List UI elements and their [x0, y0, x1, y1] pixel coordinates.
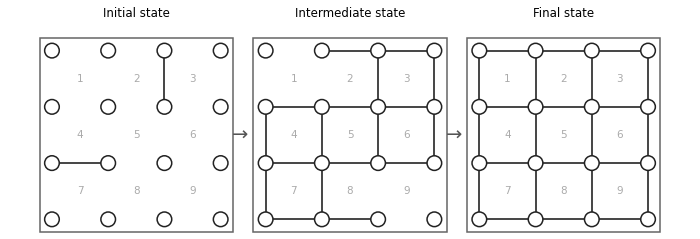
- Circle shape: [584, 212, 599, 227]
- Circle shape: [258, 212, 273, 227]
- Circle shape: [45, 212, 60, 227]
- Text: →: →: [446, 125, 462, 144]
- Text: 9: 9: [189, 186, 196, 196]
- Circle shape: [45, 99, 60, 114]
- Circle shape: [214, 43, 228, 58]
- Text: Intermediate state: Intermediate state: [295, 7, 405, 20]
- Text: 8: 8: [133, 186, 139, 196]
- Circle shape: [584, 43, 599, 58]
- Circle shape: [157, 212, 172, 227]
- Text: 1: 1: [77, 74, 83, 84]
- Circle shape: [584, 99, 599, 114]
- Circle shape: [214, 212, 228, 227]
- Text: 7: 7: [290, 186, 297, 196]
- Text: 8: 8: [561, 186, 567, 196]
- Circle shape: [584, 156, 599, 170]
- Circle shape: [528, 43, 543, 58]
- Text: 4: 4: [504, 130, 511, 140]
- Text: Initial state: Initial state: [103, 7, 169, 20]
- Circle shape: [528, 212, 543, 227]
- Text: 5: 5: [133, 130, 139, 140]
- Circle shape: [258, 156, 273, 170]
- Circle shape: [528, 99, 543, 114]
- Bar: [40, 38, 233, 232]
- Circle shape: [258, 43, 273, 58]
- Text: Final state: Final state: [533, 7, 594, 20]
- Text: 6: 6: [617, 130, 623, 140]
- Text: 2: 2: [346, 74, 354, 84]
- Circle shape: [157, 43, 172, 58]
- Circle shape: [640, 156, 655, 170]
- Bar: [467, 38, 660, 232]
- Circle shape: [427, 99, 442, 114]
- Circle shape: [472, 99, 486, 114]
- Text: 2: 2: [561, 74, 567, 84]
- Text: 7: 7: [504, 186, 511, 196]
- Circle shape: [101, 43, 116, 58]
- Text: 9: 9: [403, 186, 410, 196]
- Circle shape: [427, 156, 442, 170]
- Circle shape: [214, 99, 228, 114]
- Text: 6: 6: [189, 130, 196, 140]
- Text: 7: 7: [77, 186, 83, 196]
- Text: →: →: [232, 125, 248, 144]
- Circle shape: [371, 212, 386, 227]
- Circle shape: [101, 99, 116, 114]
- Circle shape: [472, 43, 486, 58]
- Text: 5: 5: [346, 130, 354, 140]
- Text: 3: 3: [189, 74, 196, 84]
- Text: 4: 4: [290, 130, 297, 140]
- Circle shape: [371, 99, 386, 114]
- Circle shape: [214, 156, 228, 170]
- Circle shape: [45, 43, 60, 58]
- Text: 1: 1: [290, 74, 297, 84]
- Text: 1: 1: [504, 74, 511, 84]
- Text: 6: 6: [403, 130, 410, 140]
- Circle shape: [640, 99, 655, 114]
- Circle shape: [427, 43, 442, 58]
- Text: 2: 2: [133, 74, 139, 84]
- Circle shape: [157, 99, 172, 114]
- Circle shape: [472, 156, 486, 170]
- Circle shape: [371, 43, 386, 58]
- Circle shape: [314, 212, 329, 227]
- Circle shape: [314, 99, 329, 114]
- Text: 3: 3: [617, 74, 623, 84]
- Text: 9: 9: [617, 186, 623, 196]
- Circle shape: [258, 99, 273, 114]
- Circle shape: [101, 212, 116, 227]
- Circle shape: [528, 156, 543, 170]
- Circle shape: [45, 156, 60, 170]
- Text: 5: 5: [561, 130, 567, 140]
- Text: 4: 4: [77, 130, 83, 140]
- Circle shape: [427, 212, 442, 227]
- Circle shape: [101, 156, 116, 170]
- Circle shape: [314, 156, 329, 170]
- Bar: [253, 38, 447, 232]
- Circle shape: [640, 212, 655, 227]
- Text: 8: 8: [346, 186, 354, 196]
- Text: 3: 3: [403, 74, 410, 84]
- Circle shape: [640, 43, 655, 58]
- Circle shape: [371, 156, 386, 170]
- Circle shape: [472, 212, 486, 227]
- Circle shape: [314, 43, 329, 58]
- Circle shape: [157, 156, 172, 170]
